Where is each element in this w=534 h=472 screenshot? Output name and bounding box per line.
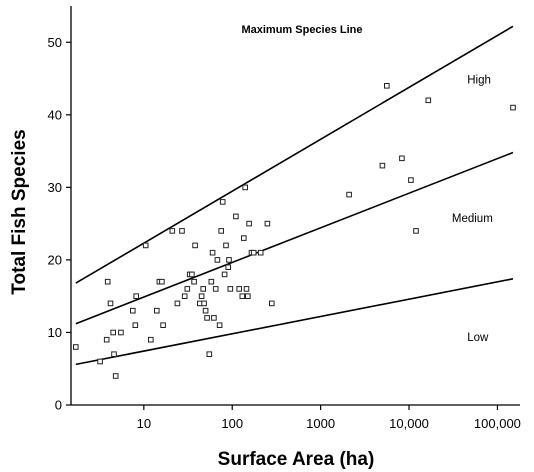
- data-point: [510, 104, 516, 111]
- plot-area: [70, 6, 520, 406]
- data-point: [413, 228, 419, 234]
- data-point: [379, 162, 386, 169]
- data-point: [346, 191, 352, 198]
- data-point: [243, 286, 250, 292]
- x-axis-title: Surface Area (ha): [218, 449, 375, 470]
- y-tick-label: 0: [55, 398, 62, 413]
- data-point: [223, 242, 229, 249]
- y-tick-label: 50: [48, 35, 62, 50]
- y-tick-label: 10: [48, 325, 62, 340]
- data-point: [112, 373, 119, 379]
- data-point: [211, 315, 217, 321]
- species-line: [75, 25, 514, 284]
- data-point: [216, 322, 223, 328]
- data-point: [159, 278, 165, 285]
- data-point: [110, 329, 117, 336]
- data-point: [73, 344, 79, 350]
- data-point: [132, 322, 139, 328]
- x-tick-label: 100: [221, 416, 243, 431]
- data-point: [408, 177, 414, 183]
- points-layer: [73, 83, 516, 379]
- data-point: [236, 286, 242, 292]
- data-point: [212, 286, 219, 292]
- data-point: [169, 228, 176, 234]
- x-tick-label: 1000: [306, 416, 335, 431]
- data-point: [198, 293, 205, 299]
- data-point: [107, 300, 114, 307]
- data-point: [226, 257, 232, 263]
- x-tick-label: 10: [137, 416, 151, 431]
- data-point: [103, 336, 110, 343]
- data-point: [221, 271, 228, 278]
- data-point: [246, 220, 252, 227]
- y-axis-title: Total Fish Species: [9, 129, 30, 294]
- data-point: [181, 293, 188, 299]
- data-point: [239, 293, 246, 299]
- region-label: Medium: [452, 213, 493, 225]
- y-tick-label: 30: [48, 180, 62, 195]
- data-point: [242, 184, 248, 191]
- y-tick-label: 20: [48, 252, 62, 267]
- data-point: [148, 336, 154, 343]
- data-point: [204, 315, 210, 321]
- data-point: [233, 213, 239, 220]
- data-point: [192, 242, 198, 249]
- data-point: [179, 228, 185, 234]
- data-point: [202, 307, 209, 314]
- data-point: [399, 155, 405, 162]
- data-point: [104, 278, 111, 285]
- x-tick-label: 10,000: [389, 416, 429, 431]
- y-tick-label: 40: [48, 107, 62, 122]
- data-point: [111, 351, 117, 357]
- data-point: [250, 249, 257, 256]
- data-point: [257, 249, 264, 256]
- data-point: [97, 358, 103, 365]
- data-point: [133, 293, 139, 299]
- species-line: [75, 278, 514, 366]
- data-point: [200, 286, 206, 292]
- data-point: [206, 351, 213, 357]
- data-point: [184, 286, 191, 292]
- data-point: [219, 199, 226, 205]
- data-point: [227, 286, 234, 292]
- data-point: [225, 264, 231, 270]
- data-point: [154, 307, 160, 314]
- data-point: [425, 97, 432, 104]
- data-point: [142, 242, 149, 249]
- x-tick-label: 100,000: [474, 416, 521, 431]
- lines-layer: [75, 25, 514, 366]
- data-point: [130, 307, 136, 314]
- region-label: High: [467, 75, 491, 87]
- data-point: [118, 329, 124, 336]
- data-point: [191, 278, 197, 285]
- data-point: [160, 322, 166, 328]
- data-point: [189, 271, 195, 278]
- data-point: [218, 228, 224, 234]
- data-point: [174, 300, 181, 307]
- chart-title: Maximum Species Line: [241, 24, 362, 36]
- data-point: [209, 249, 216, 256]
- data-point: [208, 278, 215, 285]
- data-point: [241, 235, 247, 241]
- data-point: [201, 300, 207, 307]
- species-line: [75, 151, 514, 325]
- data-point: [384, 83, 390, 89]
- data-point: [269, 300, 275, 307]
- ticks-layer: 0 10 20 30 40 50 10 100 1000 10,000 100,000: [48, 35, 521, 431]
- data-point: [264, 220, 271, 227]
- annotations-layer: High Medium Low: [452, 75, 493, 345]
- data-point: [245, 293, 251, 299]
- data-point: [214, 257, 221, 263]
- region-label: Low: [467, 332, 489, 344]
